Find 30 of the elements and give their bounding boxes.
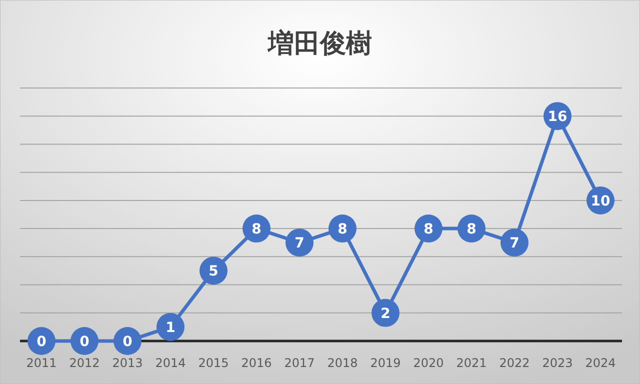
- x-tick-label: 2017: [284, 356, 315, 370]
- data-label: 8: [466, 222, 476, 238]
- data-label: 16: [548, 109, 568, 126]
- x-tick-label: 2020: [413, 356, 444, 370]
- x-tick-label: 2022: [499, 356, 530, 370]
- x-tick-label: 2024: [585, 356, 616, 370]
- point: [156, 312, 184, 341]
- data-label: 5: [208, 264, 218, 280]
- x-tick-label: 2013: [112, 356, 143, 370]
- data-label: 0: [122, 334, 133, 350]
- data-label: 10: [590, 193, 610, 210]
- data-label: 7: [510, 236, 520, 252]
- data-label: 0: [80, 334, 90, 350]
- x-tick-label: 2021: [456, 356, 487, 370]
- x-tick-label: 2018: [327, 356, 358, 370]
- x-tick-label: 2012: [69, 356, 100, 370]
- data-label: 1: [166, 320, 176, 336]
- data-label: 2: [380, 306, 390, 322]
- data-label: 8: [424, 222, 434, 238]
- x-tick-label: 2023: [542, 356, 573, 370]
- x-tick-label: 2014: [155, 356, 186, 370]
- x-tick-label: 2016: [241, 356, 272, 370]
- x-tick-label: 2011: [26, 356, 57, 370]
- data-label: 8: [338, 222, 348, 238]
- data-label: 0: [36, 334, 47, 350]
- x-tick-label: 2019: [370, 356, 401, 370]
- data-label: 7: [294, 236, 304, 252]
- chart-title: 増田俊樹: [267, 28, 372, 59]
- x-tick-label: 2015: [198, 356, 229, 370]
- data-label: 8: [252, 222, 262, 238]
